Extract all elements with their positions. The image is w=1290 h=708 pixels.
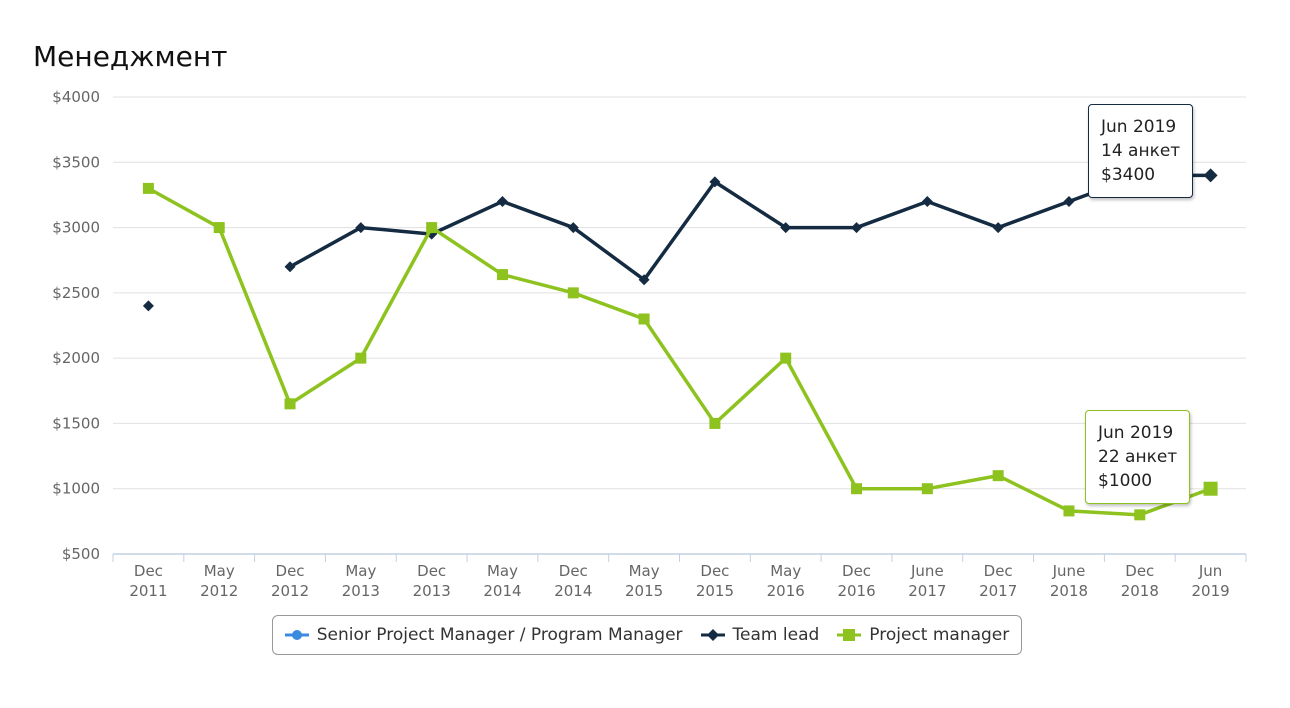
data-point xyxy=(992,470,1004,482)
data-point xyxy=(638,274,650,286)
x-tick-label: May 2015 xyxy=(625,562,663,600)
x-tick-label: Dec 2014 xyxy=(554,562,592,600)
tooltip-value: $1000 xyxy=(1098,471,1153,491)
x-tick-label: Dec 2017 xyxy=(979,562,1017,600)
data-point xyxy=(567,222,579,234)
y-axis: $500 $1000 $1500 $2000 $2500 $3000 $3500 $4000 xyxy=(52,88,100,563)
data-point xyxy=(284,261,296,273)
tooltip-count: 14 анкет xyxy=(1101,141,1181,161)
data-point xyxy=(921,195,933,207)
data-point xyxy=(780,352,792,364)
x-axis: Dec 2011 May 2012 Dec 2012 May 2013 Dec 2013 May 20… xyxy=(112,553,1247,600)
x-tick-label: Dec 2018 xyxy=(1121,562,1159,600)
tooltip-date: Jun 2019 xyxy=(1098,423,1174,443)
data-point xyxy=(1134,509,1146,521)
x-tick-label: Dec 2013 xyxy=(413,562,451,600)
legend-label: Project manager xyxy=(869,625,1010,645)
legend-item-team-lead[interactable]: Team lead xyxy=(700,625,820,645)
data-point xyxy=(213,222,225,234)
x-tick-label: Dec 2016 xyxy=(837,562,875,600)
data-point xyxy=(780,222,792,234)
x-tick-label: May 2016 xyxy=(767,562,805,600)
x-tick-label: May 2014 xyxy=(483,562,521,600)
data-point xyxy=(284,398,296,410)
data-point xyxy=(921,483,933,495)
legend-item-project-manager[interactable]: Project manager xyxy=(837,625,1009,645)
data-point xyxy=(567,287,579,299)
series-line xyxy=(147,186,1212,517)
data-point xyxy=(355,352,367,364)
x-tick-label: June 2017 xyxy=(908,562,946,600)
x-tick-label: May 2012 xyxy=(200,562,238,600)
tooltip-value: $3400 xyxy=(1101,165,1156,185)
data-point xyxy=(851,483,863,495)
x-tick-label: Dec 2011 xyxy=(129,562,167,600)
series-line xyxy=(289,173,1211,282)
data-point xyxy=(355,222,367,234)
legend: Senior Project Manager / Program Manager… xyxy=(272,615,1022,655)
legend-circle-icon xyxy=(284,630,309,640)
data-point xyxy=(709,176,721,188)
data-point xyxy=(709,417,721,429)
data-point xyxy=(426,222,438,234)
legend-item-senior-pm[interactable]: Senior Project Manager / Program Manager xyxy=(284,625,683,645)
x-tick-label: June 2018 xyxy=(1050,562,1088,600)
chart-title: Менеджмент xyxy=(33,40,228,73)
data-point xyxy=(1063,195,1075,207)
data-point xyxy=(142,182,154,194)
y-tick-label: $500 xyxy=(62,545,100,563)
y-tick-label: $3500 xyxy=(52,153,100,171)
legend-label: Team lead xyxy=(732,625,820,645)
data-point xyxy=(1203,481,1218,496)
data-point xyxy=(992,222,1004,234)
y-tick-label: $1500 xyxy=(52,414,100,432)
data-point xyxy=(496,269,508,281)
data-point xyxy=(496,195,508,207)
legend-square-icon xyxy=(837,629,862,641)
data-point xyxy=(1063,505,1075,517)
tooltip-date: Jun 2019 xyxy=(1101,117,1177,137)
legend-diamond-icon xyxy=(700,629,725,641)
x-tick-label: Dec 2012 xyxy=(271,562,309,600)
grid-lines xyxy=(113,96,1246,490)
data-point xyxy=(638,313,650,325)
x-tick-label: Jun 2019 xyxy=(1192,562,1230,600)
x-tick-label: May 2013 xyxy=(342,562,380,600)
y-tick-label: $2500 xyxy=(52,284,100,302)
series-group xyxy=(142,168,1218,521)
x-tick-label: Dec 2015 xyxy=(696,562,734,600)
tooltip-team-lead: Jun 2019 14 анкет $3400 xyxy=(1088,104,1194,198)
series-2 xyxy=(142,182,1218,521)
tooltip-count: 22 анкет xyxy=(1098,447,1178,467)
data-point xyxy=(851,222,863,234)
data-point xyxy=(142,300,154,312)
legend-label: Senior Project Manager / Program Manager xyxy=(316,625,683,645)
y-tick-label: $2000 xyxy=(52,349,100,367)
y-tick-label: $3000 xyxy=(52,219,100,237)
tooltip-project-manager: Jun 2019 22 анкет $1000 xyxy=(1085,410,1191,504)
series-1 xyxy=(142,168,1218,312)
y-tick-label: $1000 xyxy=(52,480,100,498)
data-point xyxy=(1203,168,1218,183)
y-tick-label: $4000 xyxy=(52,88,100,106)
